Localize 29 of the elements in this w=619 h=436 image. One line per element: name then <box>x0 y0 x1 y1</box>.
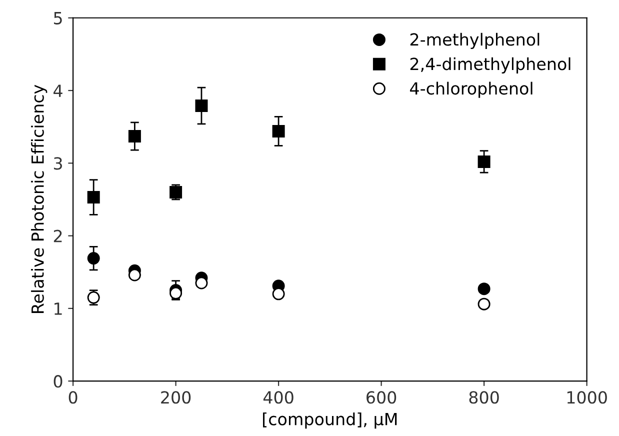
point <box>272 124 285 138</box>
point <box>195 100 208 112</box>
x-tick-label: 800 <box>469 391 499 404</box>
point <box>128 268 141 282</box>
legend-label: 2,4-dimethylphenol <box>410 57 570 74</box>
x-tick-label: 600 <box>366 391 396 404</box>
y-tick-label: 5 <box>54 12 62 24</box>
x-tick-label: 200 <box>161 391 191 404</box>
x-tick-label: 0 <box>68 391 78 404</box>
point <box>87 252 100 265</box>
y-tick-label: 3 <box>54 157 62 170</box>
x-axis-title: [compound], µM <box>263 412 397 429</box>
legend-label: 4-chlorophenol <box>410 82 532 98</box>
y-tick-label: 0 <box>54 375 62 388</box>
point <box>170 286 182 300</box>
x-tick-label: 1000 <box>567 391 607 404</box>
point <box>272 288 285 300</box>
point <box>128 130 141 143</box>
point <box>478 282 490 296</box>
y-axis-title: Relative Photonic Efficiency <box>31 84 48 313</box>
point <box>195 276 208 290</box>
x-tick-label: 400 <box>263 391 294 404</box>
point <box>87 191 100 204</box>
y-tick-label: 4 <box>54 84 62 97</box>
y-tick-label: 2 <box>54 230 62 242</box>
point <box>478 155 490 168</box>
legend-label: 2-methylphenol <box>410 32 540 50</box>
y-tick-label: 1 <box>54 302 62 315</box>
point <box>478 298 490 310</box>
